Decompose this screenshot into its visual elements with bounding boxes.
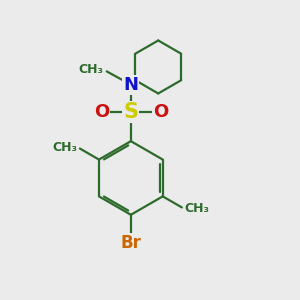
Text: Br: Br xyxy=(120,234,141,252)
Text: CH₃: CH₃ xyxy=(184,202,209,215)
Text: CH₃: CH₃ xyxy=(78,63,103,76)
Text: N: N xyxy=(123,76,138,94)
Text: S: S xyxy=(123,102,138,122)
Text: CH₃: CH₃ xyxy=(52,141,77,154)
Text: O: O xyxy=(94,103,109,121)
Text: O: O xyxy=(153,103,168,121)
